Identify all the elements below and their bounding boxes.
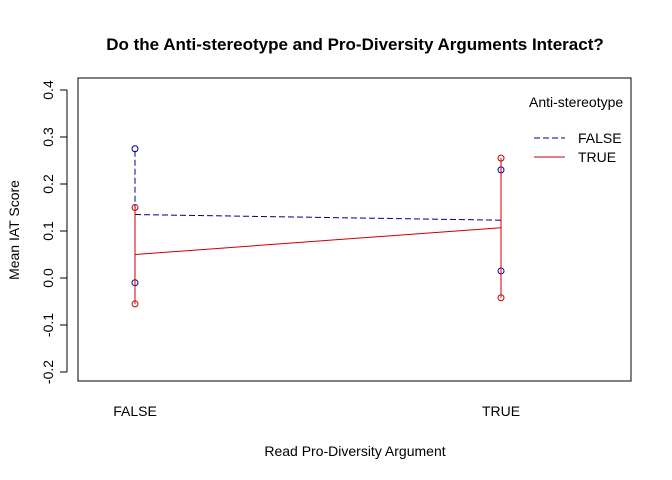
x-axis-label: Read Pro-Diversity Argument xyxy=(264,443,445,459)
y-tick-label: 0.3 xyxy=(40,127,56,147)
legend-label: TRUE xyxy=(578,149,616,165)
series-false xyxy=(131,145,505,287)
error-bar-lower-point xyxy=(497,294,505,302)
series-line xyxy=(134,227,502,255)
error-bar-upper-point xyxy=(131,145,139,153)
legend: Anti-stereotype FALSE TRUE xyxy=(529,94,623,165)
legend-label: FALSE xyxy=(578,130,622,146)
y-tick-label: -0.1 xyxy=(40,313,56,337)
error-bar-upper-point xyxy=(497,154,505,162)
x-axis: FALSE TRUE xyxy=(113,403,520,419)
legend-title: Anti-stereotype xyxy=(529,94,623,110)
y-tick-label: 0.2 xyxy=(40,174,56,194)
error-bar-lower-point xyxy=(131,300,139,308)
chart-title: Do the Anti-stereotype and Pro-Diversity… xyxy=(106,35,604,54)
x-tick-label: TRUE xyxy=(482,403,520,419)
y-tick-label: 0.0 xyxy=(40,268,56,288)
x-tick-label: FALSE xyxy=(113,403,157,419)
error-bar-upper-point xyxy=(131,204,139,211)
y-axis-label: Mean IAT Score xyxy=(6,180,22,280)
series-line xyxy=(134,214,502,221)
y-axis: -0.2 -0.1 0.0 0.1 0.2 0.3 0.4 xyxy=(40,80,68,384)
plot-frame xyxy=(77,77,632,382)
y-tick-label: 0.4 xyxy=(40,80,56,100)
y-tick-label: 0.1 xyxy=(40,221,56,241)
y-tick-label: -0.2 xyxy=(40,360,56,384)
series-true xyxy=(131,154,505,308)
series-layer xyxy=(131,145,505,308)
